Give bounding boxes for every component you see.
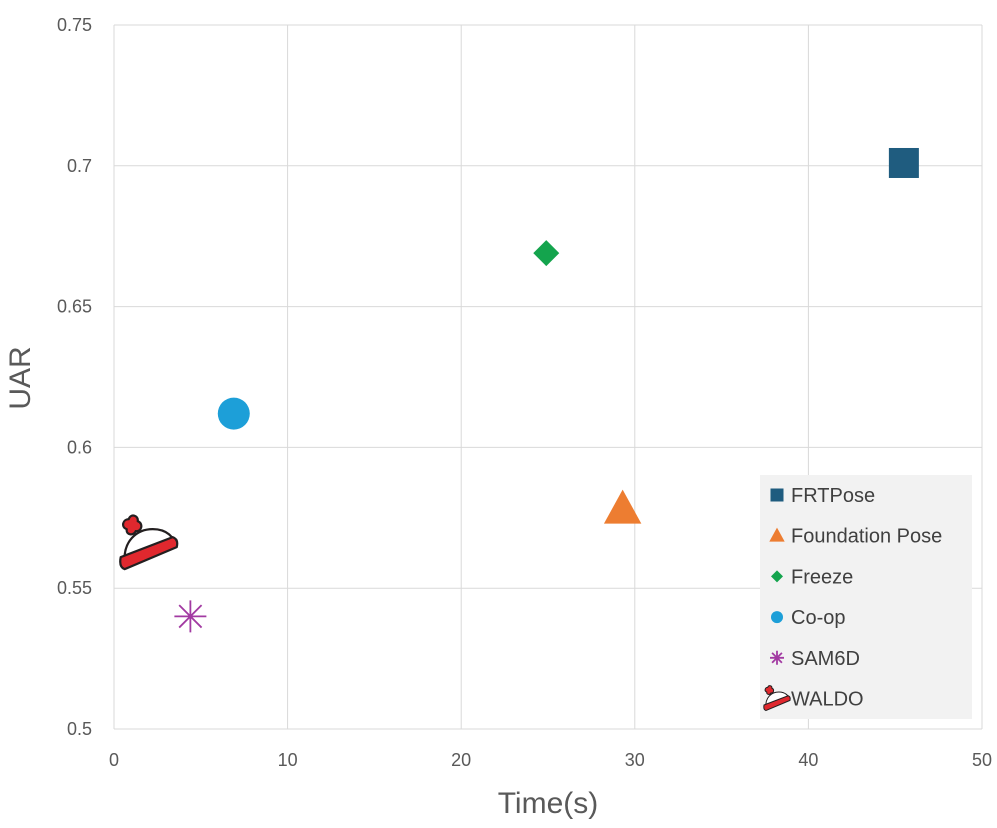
hat-pompom — [122, 514, 143, 536]
data-points — [119, 147, 919, 633]
legend-label-frtpose: FRTPose — [791, 485, 875, 507]
legend-label-freeze: Freeze — [791, 566, 853, 588]
y-tick-label: 0.75 — [57, 15, 92, 35]
grid — [113, 24, 983, 730]
y-tick-label: 0.65 — [57, 297, 92, 317]
legend-marker-waldo — [763, 685, 791, 712]
data-point-foundation-pose — [603, 489, 642, 524]
legend-box — [760, 475, 972, 719]
x-tick-label: 30 — [625, 750, 645, 770]
legend-marker-sam6d — [770, 650, 784, 665]
legend: FRTPose Foundation Pose Freeze Co-op SAM6D WA… — [760, 475, 972, 719]
x-tick-label: 20 — [451, 750, 471, 770]
legend-marker-frtpose — [770, 488, 784, 502]
y-tick-label: 0.5 — [67, 719, 92, 739]
data-point-waldo — [119, 514, 179, 571]
data-point-sam6d — [174, 600, 207, 633]
hat-band — [119, 536, 179, 571]
legend-marker-foundation-pose — [769, 527, 785, 542]
legend-label-foundation-pose: Foundation Pose — [791, 526, 942, 548]
hat-pompom — [764, 685, 775, 695]
hat-band — [763, 695, 791, 712]
y-tick-label: 0.6 — [67, 437, 92, 457]
data-point-freeze — [533, 240, 560, 267]
y-axis-ticks: 0.5 0.55 0.6 0.65 0.7 0.75 — [57, 15, 92, 739]
data-point-co-op — [217, 397, 250, 430]
legend-marker-freeze — [771, 570, 783, 583]
x-tick-label: 0 — [109, 750, 119, 770]
y-axis-title: UAR — [4, 346, 37, 409]
x-tick-label: 50 — [972, 750, 992, 770]
legend-marker-co-op — [771, 611, 783, 624]
y-tick-label: 0.55 — [57, 578, 92, 598]
legend-label-sam6d: SAM6D — [791, 648, 860, 670]
legend-label-waldo: WALDO — [791, 689, 864, 711]
y-tick-label: 0.7 — [67, 156, 92, 176]
data-point-frtpose — [888, 147, 919, 178]
x-tick-label: 10 — [278, 750, 298, 770]
legend-label-co-op: Co-op — [791, 607, 845, 629]
x-axis-title: Time(s) — [498, 787, 599, 820]
x-axis-ticks: 0 10 20 30 40 50 — [109, 750, 992, 770]
x-tick-label: 40 — [798, 750, 818, 770]
